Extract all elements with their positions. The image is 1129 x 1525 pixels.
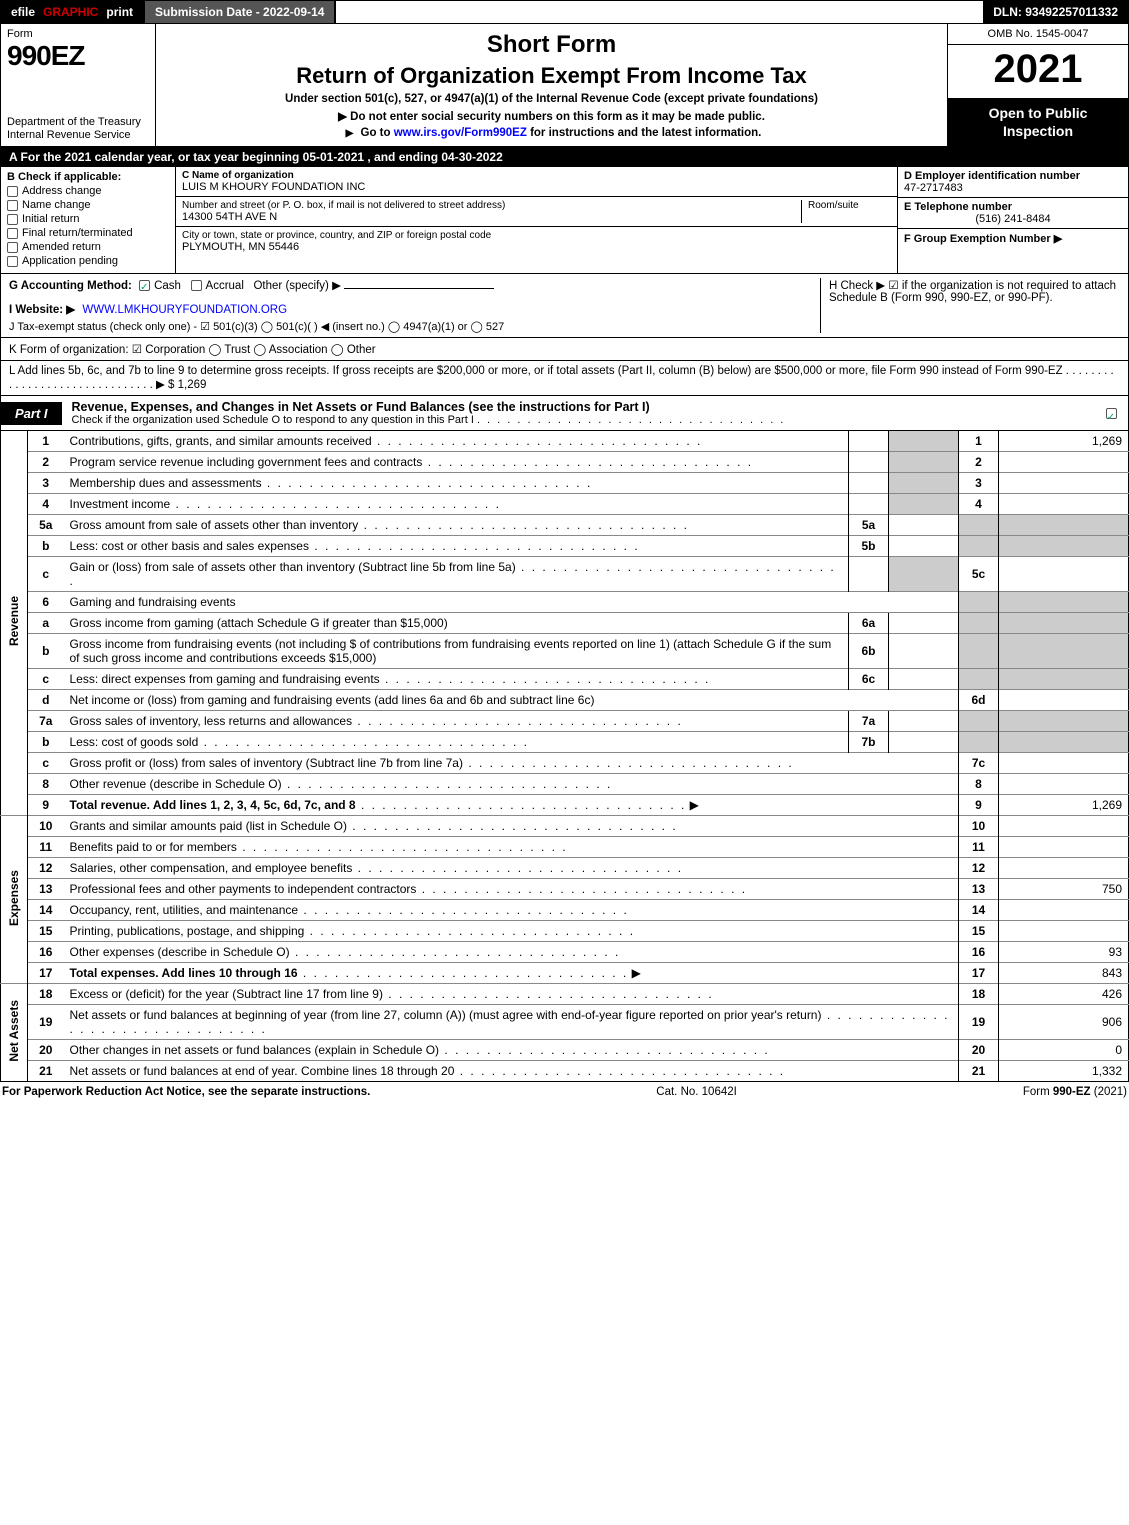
chk-final-return[interactable]: Final return/terminated	[7, 227, 169, 239]
footer-form: Form 990-EZ (2021)	[1023, 1086, 1127, 1098]
tax-year: 2021	[948, 45, 1128, 99]
chk-address-change[interactable]: Address change	[7, 185, 169, 197]
omb-no: OMB No. 1545-0047	[948, 24, 1128, 45]
expenses-label: Expenses	[1, 816, 28, 984]
b-label: B Check if applicable:	[7, 171, 169, 183]
form-number: 990EZ	[7, 40, 149, 72]
open-to-public: Open to Public Inspection	[948, 99, 1128, 146]
topbar-graphic: GRAPHIC	[43, 5, 98, 19]
header-right: OMB No. 1545-0047 2021 Open to Public In…	[948, 24, 1128, 146]
chk-cash[interactable]	[139, 280, 150, 291]
other-specify-input[interactable]	[344, 288, 494, 289]
chk-application-pending[interactable]: Application pending	[7, 255, 169, 267]
top-bar: efile GRAPHIC print Submission Date - 20…	[0, 0, 1129, 24]
org-name: LUIS M KHOURY FOUNDATION INC	[182, 181, 365, 193]
footer-catno: Cat. No. 10642I	[656, 1086, 737, 1098]
phone-label: E Telephone number	[904, 201, 1122, 213]
return-title: Return of Organization Exempt From Incom…	[164, 63, 939, 89]
line-a: A For the 2021 calendar year, or tax yea…	[0, 147, 1129, 167]
ssn-note: ▶ Do not enter social security numbers o…	[164, 109, 939, 123]
goto-note: Go to www.irs.gov/Form990EZ for instruct…	[164, 127, 939, 139]
website-link[interactable]: WWW.LMKHOURYFOUNDATION.ORG	[82, 304, 287, 316]
ein-value: 47-2717483	[904, 182, 1122, 194]
org-details: C Name of organization LUIS M KHOURY FOU…	[176, 167, 1128, 273]
dept-treasury: Department of the Treasury Internal Reve…	[7, 116, 149, 142]
chk-amended-return[interactable]: Amended return	[7, 241, 169, 253]
room-label: Room/suite	[808, 200, 891, 211]
dln: DLN: 93492257011332	[983, 1, 1128, 23]
irs-link[interactable]: www.irs.gov/Form990EZ	[394, 127, 527, 139]
topbar-efile: efile	[11, 5, 35, 19]
part1-header: Part I Revenue, Expenses, and Changes in…	[0, 396, 1129, 431]
j-tax-exempt: J Tax-exempt status (check only one) ‑ ☑…	[9, 320, 820, 333]
section-identity: B Check if applicable: Address change Na…	[0, 167, 1129, 274]
part1-table: Revenue 1Contributions, gifts, grants, a…	[0, 431, 1129, 1082]
header-left: Form 990EZ Department of the Treasury In…	[1, 24, 156, 146]
org-name-address: C Name of organization LUIS M KHOURY FOU…	[176, 167, 898, 273]
topbar-print: print	[106, 5, 133, 19]
footer-left: For Paperwork Reduction Act Notice, see …	[2, 1086, 370, 1098]
chk-initial-return[interactable]: Initial return	[7, 213, 169, 225]
chk-name-change[interactable]: Name change	[7, 199, 169, 211]
topbar-spacer	[336, 1, 983, 23]
part1-title: Revenue, Expenses, and Changes in Net As…	[72, 396, 1088, 430]
submission-date: Submission Date - 2022-09-14	[143, 1, 336, 23]
under-section: Under section 501(c), 527, or 4947(a)(1)…	[164, 93, 939, 105]
header-center: Short Form Return of Organization Exempt…	[156, 24, 948, 146]
part1-badge: Part I	[1, 402, 62, 425]
form-label: Form	[7, 28, 149, 40]
l-gross-receipts: L Add lines 5b, 6c, and 7b to line 9 to …	[0, 361, 1129, 396]
c-name-label: C Name of organization	[182, 170, 365, 181]
arrow-icon	[342, 127, 358, 139]
city-label: City or town, state or province, country…	[182, 230, 491, 241]
part1-scheduleo-check[interactable]	[1098, 406, 1128, 420]
ein-label: D Employer identification number	[904, 170, 1122, 182]
g-label: G Accounting Method:	[9, 280, 132, 292]
phone-value: (516) 241-8484	[904, 213, 1122, 225]
street-label: Number and street (or P. O. box, if mail…	[182, 200, 789, 211]
chk-accrual[interactable]	[191, 280, 202, 291]
topbar-efile-block: efile GRAPHIC print	[1, 1, 143, 23]
net-assets-label: Net Assets	[1, 984, 28, 1082]
form-header: Form 990EZ Department of the Treasury In…	[0, 24, 1129, 147]
page-footer: For Paperwork Reduction Act Notice, see …	[0, 1082, 1129, 1102]
short-form-title: Short Form	[164, 31, 939, 59]
check-if-applicable: B Check if applicable: Address change Na…	[1, 167, 176, 273]
city-value: PLYMOUTH, MN 55446	[182, 241, 491, 253]
group-exempt-label: F Group Exemption Number ▶	[904, 233, 1062, 245]
i-label: I Website: ▶	[9, 304, 75, 316]
k-form-of-org: K Form of organization: ☑ Corporation ◯ …	[0, 338, 1129, 361]
ein-phone-group: D Employer identification number 47-2717…	[898, 167, 1128, 273]
street-value: 14300 54TH AVE N	[182, 211, 789, 223]
revenue-label: Revenue	[1, 431, 28, 816]
g-h-row: G Accounting Method: Cash Accrual Other …	[0, 274, 1129, 338]
h-schedule-b: H Check ▶ ☑ if the organization is not r…	[820, 278, 1120, 333]
